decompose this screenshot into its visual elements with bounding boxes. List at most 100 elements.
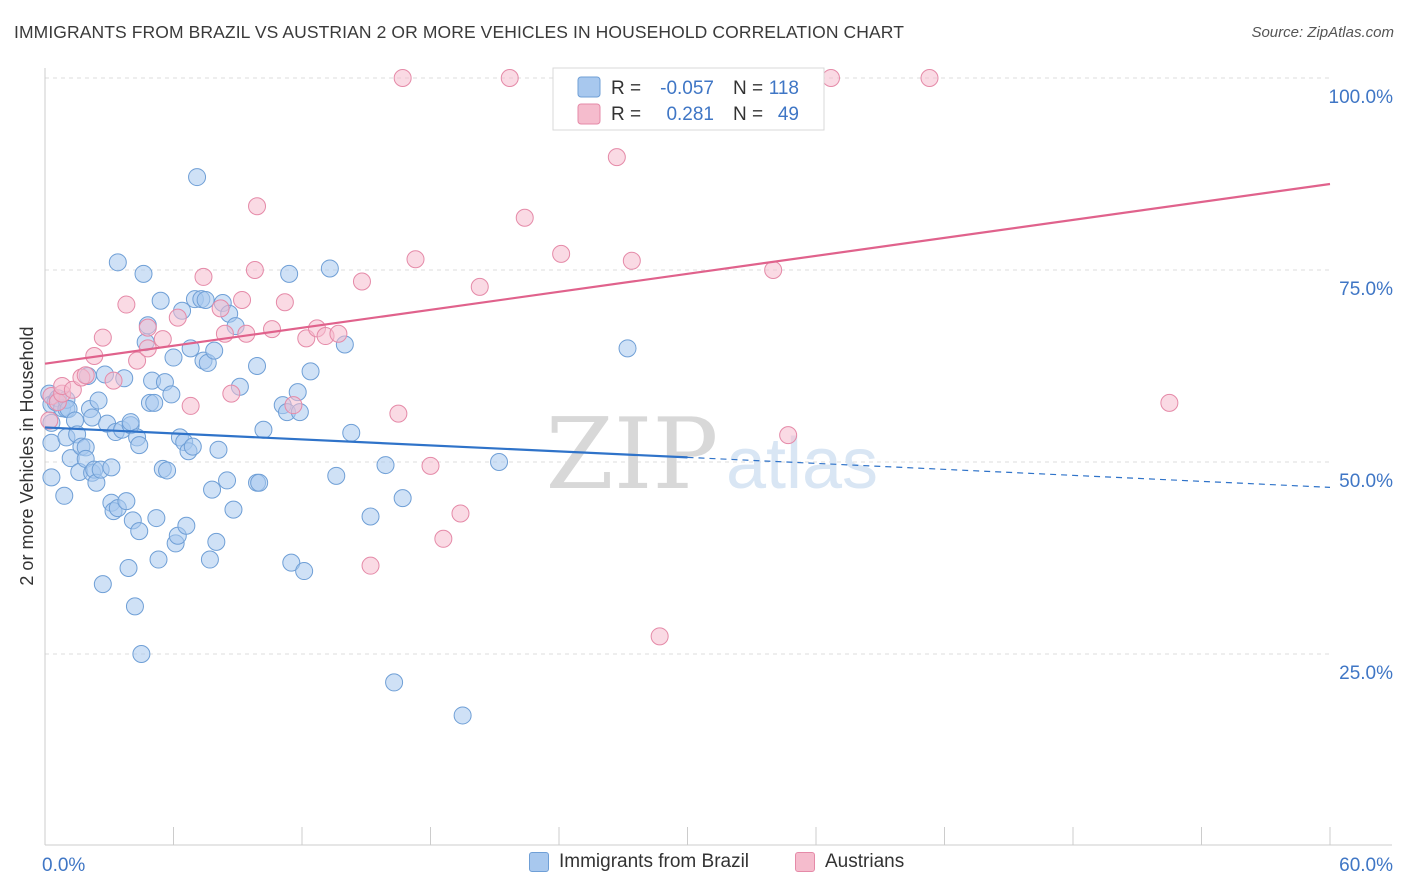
point-brazil [42, 468, 61, 487]
legend-swatch-austrians-bottom [795, 852, 815, 872]
point-austrians [389, 404, 408, 423]
point-austrians [406, 250, 425, 269]
point-brazil [89, 391, 108, 410]
point-brazil [145, 393, 164, 412]
legend-r-label-2: R = [611, 104, 641, 125]
point-brazil [295, 562, 314, 581]
legend-r-label-1: R = [611, 78, 641, 99]
point-brazil [248, 357, 267, 375]
legend-label-austrians: Austrians [825, 851, 905, 872]
point-brazil [327, 466, 346, 485]
point-austrians [117, 295, 136, 314]
point-brazil [125, 597, 144, 616]
point-austrians [194, 267, 213, 286]
point-brazil [158, 461, 177, 480]
point-austrians [128, 351, 147, 370]
chart-title: IMMIGRANTS FROM BRAZIL VS AUSTRIAN 2 OR … [14, 22, 905, 42]
point-austrians [434, 529, 453, 548]
point-brazil [320, 259, 339, 278]
point-austrians [779, 426, 798, 445]
point-brazil [188, 168, 207, 187]
point-brazil [385, 673, 404, 692]
point-austrians [40, 411, 59, 430]
point-brazil [183, 437, 202, 456]
point-austrians [515, 208, 534, 227]
point-austrians [233, 290, 252, 309]
point-brazil [203, 480, 222, 499]
legend-n-label-1: N = [733, 78, 763, 99]
point-brazil [147, 509, 166, 528]
point-brazil [93, 575, 112, 594]
point-brazil [164, 348, 183, 367]
point-austrians [284, 396, 303, 415]
legend-item-austrians[interactable]: Austrians [795, 851, 904, 873]
legend-swatch-brazil [577, 76, 601, 98]
point-brazil [121, 413, 140, 432]
point-austrians [168, 308, 187, 327]
point-brazil [42, 433, 61, 452]
point-brazil [132, 645, 151, 663]
point-austrians [352, 272, 371, 291]
point-brazil [453, 706, 472, 725]
point-brazil [342, 423, 361, 442]
legend-item-brazil[interactable]: Immigrants from Brazil [529, 851, 749, 873]
point-brazil [177, 516, 196, 535]
point-austrians [63, 380, 82, 399]
y-tick-label: 100.0% [1329, 87, 1394, 108]
point-austrians [248, 197, 267, 216]
y-axis-label: 2 or more Vehicles in Household [17, 326, 37, 585]
point-austrians [222, 384, 241, 403]
point-brazil [205, 341, 224, 360]
x-tick-label: 0.0% [42, 855, 85, 876]
point-brazil [301, 362, 320, 381]
point-brazil [618, 339, 637, 358]
point-brazil [224, 500, 243, 519]
point-austrians [245, 261, 264, 279]
legend-n-value-2: 49 [778, 104, 799, 125]
point-brazil [151, 291, 170, 310]
point-austrians [211, 299, 230, 318]
point-austrians [393, 69, 412, 87]
point-austrians [275, 293, 294, 312]
legend-r-value-1: -0.057 [660, 78, 714, 99]
point-brazil [254, 420, 273, 439]
x-tick-label: 60.0% [1339, 855, 1393, 876]
point-brazil [162, 385, 181, 404]
y-tick-label: 25.0% [1339, 663, 1393, 684]
point-brazil [102, 458, 121, 477]
point-austrians [650, 627, 669, 646]
legend-top: R = -0.057 N = 118 R = 0.281 N = 49 [552, 67, 825, 131]
point-austrians [470, 277, 489, 296]
point-austrians [76, 366, 95, 385]
y-tick-label: 75.0% [1339, 279, 1393, 300]
point-austrians [920, 69, 939, 87]
trendline-brazil-extension [687, 456, 1331, 488]
legend-n-label-2: N = [733, 104, 763, 125]
legend-swatch-brazil-bottom [529, 852, 549, 872]
y-tick-label: 50.0% [1339, 471, 1393, 492]
point-brazil [393, 489, 412, 508]
point-austrians [104, 371, 123, 390]
point-brazil [209, 440, 228, 459]
legend-label-brazil: Immigrants from Brazil [559, 851, 750, 872]
point-austrians [622, 251, 641, 270]
point-brazil [117, 492, 136, 511]
point-brazil [108, 253, 127, 272]
point-austrians [421, 456, 440, 475]
legend-r-value-2: 0.281 [666, 104, 714, 125]
point-brazil [83, 408, 102, 427]
point-austrians [263, 320, 282, 339]
point-brazil [376, 456, 395, 475]
point-brazil [280, 264, 299, 283]
point-brazil [250, 473, 269, 492]
trendline-brazil [44, 426, 688, 459]
point-brazil [134, 264, 153, 283]
point-austrians [181, 396, 200, 415]
point-austrians [764, 261, 783, 279]
point-brazil [119, 558, 138, 577]
point-austrians [451, 504, 470, 523]
point-brazil [218, 471, 237, 490]
point-austrians [607, 148, 626, 167]
watermark-atlas: atlas [726, 424, 878, 504]
